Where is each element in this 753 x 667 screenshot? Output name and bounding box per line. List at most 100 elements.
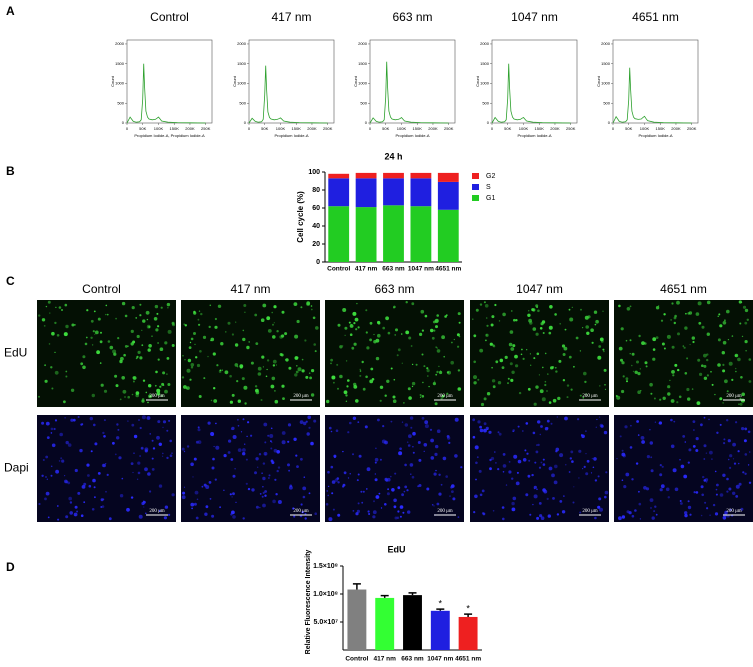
cell: [507, 377, 510, 380]
cell: [103, 435, 106, 438]
cell: [492, 385, 496, 389]
cell: [513, 318, 516, 322]
cell: [46, 436, 50, 439]
cell: [712, 503, 716, 507]
cell: [547, 514, 551, 518]
cell: [245, 458, 248, 461]
cell: [217, 304, 222, 308]
cell: [272, 499, 276, 504]
cell: [101, 505, 105, 508]
cell: [718, 313, 721, 316]
cell: [166, 429, 169, 432]
cell: [479, 425, 482, 429]
cell: [410, 473, 412, 475]
cell: [616, 395, 621, 400]
cell: [131, 423, 135, 427]
cell: [517, 425, 520, 428]
cell: [724, 379, 728, 384]
cell: [41, 474, 44, 477]
cell: [156, 435, 160, 440]
cell: [658, 421, 663, 425]
cell: [406, 489, 409, 492]
cell: [335, 429, 339, 433]
cell: [446, 392, 449, 395]
cell: [427, 375, 429, 377]
cell: [171, 493, 175, 497]
cell: [442, 456, 447, 461]
cell: [697, 301, 702, 306]
cell: [618, 516, 622, 521]
cell: [410, 345, 413, 347]
cell: [735, 495, 739, 498]
cell: [475, 308, 479, 312]
cell: [603, 430, 608, 435]
cell: [333, 455, 336, 459]
cell: [211, 466, 215, 470]
cell: [61, 459, 65, 463]
x-tick-label: 200K: [550, 126, 560, 131]
cell: [408, 434, 412, 439]
cell: [473, 381, 477, 385]
cell: [362, 387, 366, 391]
cell: [706, 353, 709, 356]
cell: [244, 443, 246, 445]
cell: [268, 477, 270, 479]
x-axis-label: Propidium Iodide-A: [395, 133, 429, 138]
cell: [424, 420, 429, 425]
cell: [244, 402, 247, 405]
cell: [511, 507, 516, 512]
cell: [100, 383, 104, 387]
cell: [737, 462, 740, 465]
cell: [331, 492, 334, 495]
cell: [502, 312, 506, 317]
cell: [719, 397, 723, 401]
cell: [242, 517, 245, 520]
cell: [392, 395, 396, 399]
cell: [418, 458, 422, 462]
cell: [241, 377, 245, 381]
cell: [215, 445, 220, 450]
cell: [430, 438, 434, 443]
cell: [429, 428, 433, 431]
cell: [420, 309, 425, 314]
cell: [132, 376, 137, 380]
cell: [667, 392, 671, 396]
cell: [201, 485, 204, 488]
column-label: 4651 nm: [660, 282, 707, 296]
cell: [92, 478, 96, 483]
cell: [704, 501, 707, 504]
cell: [89, 416, 94, 421]
cell: [511, 310, 513, 312]
cell: [38, 314, 41, 317]
cell: [502, 464, 507, 468]
cell: [211, 514, 215, 518]
cell: [307, 415, 312, 420]
cell: [272, 359, 277, 364]
cell: [135, 317, 137, 319]
cell: [54, 321, 57, 325]
cell: [186, 386, 190, 390]
cell: [345, 394, 348, 397]
cell: [145, 512, 147, 515]
error-bar: [436, 608, 445, 611]
cell: [262, 476, 266, 481]
cell: [270, 427, 273, 430]
cell: [579, 350, 582, 352]
cell: [293, 302, 298, 306]
cell: [660, 319, 664, 322]
cell: [700, 423, 703, 427]
chart-title: Control: [150, 10, 189, 24]
cell: [568, 355, 572, 359]
cell: [277, 500, 282, 504]
error-bar: [352, 583, 361, 590]
cell: [431, 504, 434, 506]
cell: [275, 364, 277, 366]
cell: [106, 473, 109, 476]
cell: [684, 372, 688, 375]
cell: [151, 468, 155, 471]
cell: [663, 347, 666, 350]
x-tick-label: Control: [327, 266, 350, 273]
cell: [412, 446, 414, 448]
y-tick-label: 1500: [115, 61, 125, 66]
cell: [365, 331, 368, 334]
